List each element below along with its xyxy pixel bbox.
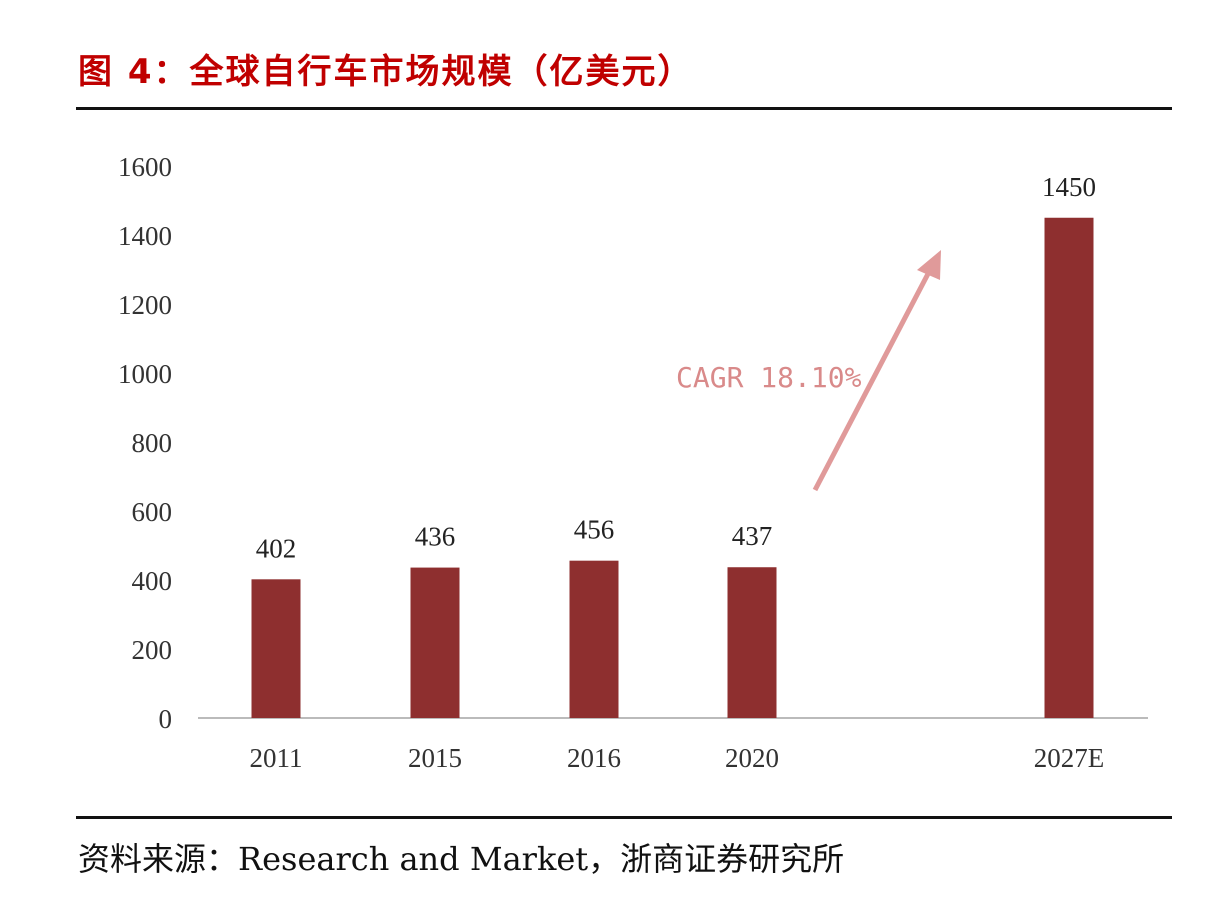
cagr-arrow [812, 250, 941, 492]
y-tick-label: 800 [132, 428, 173, 458]
bar-2015 [410, 567, 460, 718]
source-note: 资料来源：Research and Market，浙商证券研究所 [78, 840, 845, 878]
bar-2011 [251, 579, 301, 718]
y-tick-label: 1400 [118, 221, 172, 251]
bar-2020 [727, 567, 777, 718]
y-tick-label: 1600 [118, 152, 172, 182]
cagr-annotation: CAGR 18.10% [676, 361, 862, 394]
top-rule [76, 107, 1172, 110]
y-tick-label: 1200 [118, 290, 172, 320]
data-label: 436 [415, 522, 456, 552]
bar-2027E [1044, 217, 1094, 718]
bar-2016 [569, 560, 619, 718]
x-tick-label: 2020 [725, 743, 779, 773]
data-label: 456 [574, 515, 615, 545]
x-tick-label: 2016 [567, 743, 621, 773]
y-tick-label: 0 [159, 704, 173, 734]
y-tick-label: 400 [132, 566, 173, 596]
data-label: 437 [732, 521, 773, 551]
x-tick-label: 2011 [250, 743, 303, 773]
y-tick-label: 200 [132, 635, 173, 665]
data-label: 1450 [1042, 172, 1096, 202]
y-tick-label: 1000 [118, 359, 172, 389]
x-tick-label: 2027E [1034, 743, 1105, 773]
y-tick-label: 600 [132, 497, 173, 527]
figure-title: 图 4：全球自行车市场规模（亿美元） [78, 52, 694, 92]
data-label: 402 [256, 533, 297, 563]
x-tick-label: 2015 [408, 743, 462, 773]
bottom-rule [76, 816, 1172, 819]
